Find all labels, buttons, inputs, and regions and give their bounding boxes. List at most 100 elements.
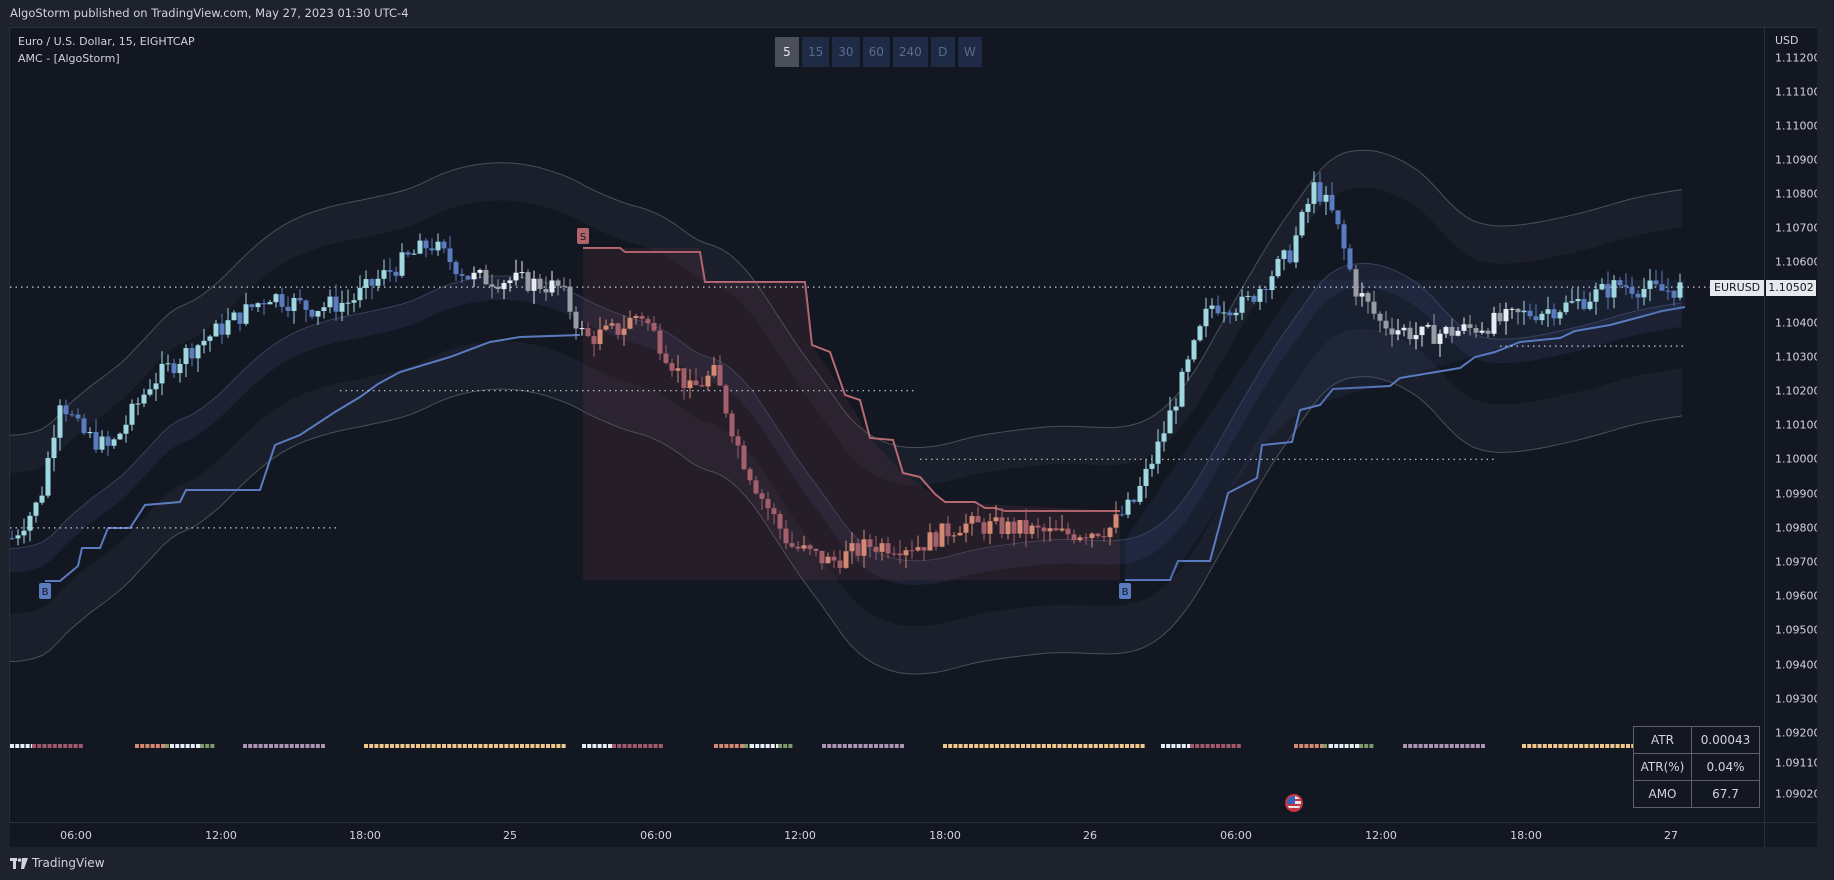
momentum-dot [900, 744, 904, 748]
candle-body [1089, 533, 1095, 539]
time-axis-label: 06:00 [1220, 829, 1252, 842]
momentum-dot [530, 744, 535, 748]
time-axis-label: 18:00 [1510, 829, 1542, 842]
momentum-dot [1574, 744, 1578, 748]
momentum-dot [1423, 744, 1428, 748]
timeframe-240-button[interactable]: 240 [892, 37, 928, 67]
timeframe-w-button[interactable]: W [957, 37, 982, 67]
candle-body [1413, 335, 1419, 340]
candle-body [1077, 537, 1083, 541]
tradingview-logo[interactable]: TradingView [10, 856, 105, 870]
candle-body [285, 306, 291, 311]
momentum-dot [1527, 744, 1532, 748]
momentum-dot [1589, 744, 1594, 748]
momentum-dot [1470, 744, 1475, 748]
price-axis[interactable]: USD 1.11200 1.11100 1.11000 1.10900 1.10800 1… [1764, 28, 1821, 822]
momentum-dot [842, 744, 847, 748]
candle-body [1539, 313, 1545, 321]
time-axis[interactable]: 06:00 12:00 18:00 25 06:00 12:00 18:00 26 06:00 1… [10, 822, 1764, 847]
candle-body [495, 286, 501, 290]
momentum-dot [1615, 744, 1620, 748]
candle-body [1329, 194, 1335, 211]
candle-body [447, 248, 453, 263]
momentum-dot [1041, 744, 1046, 748]
timeframe-15-button[interactable]: 15 [802, 37, 830, 67]
candle-body [1251, 295, 1257, 302]
candle-body [723, 385, 729, 414]
candle-body [1509, 308, 1515, 310]
candle-body [105, 436, 111, 446]
tradingview-brand: TradingView [32, 856, 105, 870]
us-flag-event-icon[interactable] [1285, 794, 1303, 812]
timeframe-5-button[interactable]: 5 [775, 37, 799, 67]
momentum-dot [15, 744, 20, 748]
candle-body [1035, 525, 1041, 528]
candle-body [477, 269, 483, 273]
candle-body [207, 336, 213, 341]
indicator-legend[interactable]: AMC - [AlgoStorm] [18, 52, 120, 65]
candle-body [627, 318, 633, 329]
momentum-dot [1532, 744, 1537, 748]
candle-body [63, 405, 69, 415]
momentum-dot [953, 744, 958, 748]
momentum-dot [421, 744, 426, 748]
indicator-stats-table: ATR 0.00043 ATR(%) 0.04% AMO 67.7 [1633, 726, 1760, 808]
momentum-dot [1344, 744, 1349, 748]
candle-body [1095, 533, 1101, 537]
candle-body [783, 528, 789, 544]
candle-body [1527, 310, 1533, 317]
candle-body [1065, 528, 1071, 535]
momentum-dot [310, 744, 315, 748]
candle-body [1281, 250, 1287, 259]
candle-body [429, 248, 435, 251]
momentum-dot [210, 744, 215, 748]
symbol-legend[interactable]: Euro / U.S. Dollar, 15, EIGHTCAP [18, 35, 195, 48]
momentum-dot [622, 744, 627, 748]
candle-body [765, 498, 771, 509]
momentum-dot [1104, 744, 1109, 748]
candle-body [1671, 290, 1677, 298]
candle-body [117, 433, 123, 440]
momentum-dot [1403, 744, 1407, 748]
candle-body [753, 480, 759, 494]
momentum-dot [525, 744, 530, 748]
price-axis-label: 1.09300 [1775, 692, 1821, 706]
momentum-dot [653, 744, 658, 748]
candle-body [831, 556, 837, 561]
candle-body [1167, 410, 1173, 434]
momentum-dot [468, 744, 472, 748]
timeframe-d-button[interactable]: D [930, 37, 955, 67]
price-chart[interactable]: B S B [10, 28, 1764, 822]
stats-key: AMO [1633, 780, 1692, 808]
momentum-dot [729, 744, 734, 748]
candle-body [1557, 312, 1563, 319]
momentum-dot [658, 744, 663, 748]
signal-label: B [42, 587, 49, 598]
candle-body [393, 271, 399, 276]
momentum-dot [582, 744, 586, 748]
candle-body [369, 279, 375, 286]
time-axis-label: 06:00 [640, 829, 672, 842]
momentum-dot [1600, 744, 1604, 748]
timeframe-30-button[interactable]: 30 [832, 37, 860, 67]
candle-body [1605, 283, 1611, 298]
candle-body [1629, 286, 1635, 294]
candle-body [159, 363, 165, 384]
candle-body [1101, 536, 1107, 538]
momentum-dot [853, 744, 858, 748]
candle-body [549, 280, 555, 293]
chart-pane[interactable]: B S B [10, 28, 1764, 822]
candle-body [735, 436, 741, 446]
momentum-dot [1339, 744, 1344, 748]
candle-body [1533, 316, 1539, 321]
momentum-dot [832, 744, 837, 748]
candle-body [1179, 371, 1185, 407]
candle-body [699, 385, 705, 387]
momentum-dot [462, 744, 467, 748]
momentum-dot [1176, 744, 1181, 748]
momentum-dot [295, 744, 299, 748]
momentum-dot [1558, 744, 1563, 748]
momentum-dot [1221, 744, 1226, 748]
candle-body [1551, 309, 1557, 319]
timeframe-60-button[interactable]: 60 [862, 37, 890, 67]
